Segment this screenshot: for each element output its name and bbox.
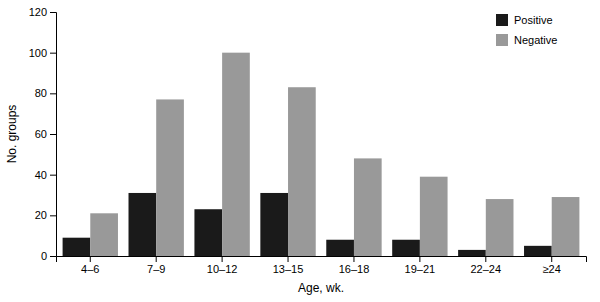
tick-label: ≥24 [543, 263, 561, 275]
bar [90, 213, 118, 256]
tick-mark [50, 175, 56, 176]
tick-label: 100 [29, 47, 47, 59]
tick-label: 10–12 [207, 263, 238, 275]
chart: 4–6 7–9 10–12 13–15 16–18 19–21 22–24 ≥24 0 20 40 6… [0, 0, 600, 302]
bar [420, 177, 448, 256]
tick-mark [50, 53, 56, 54]
legend-swatch [496, 34, 508, 46]
tick-label: 80 [35, 87, 47, 99]
tick-label: 22–24 [471, 263, 502, 275]
tick-label: 13–15 [273, 263, 304, 275]
tick-label: 0 [41, 250, 47, 262]
tick-mark [90, 256, 91, 262]
legend-label: Negative [514, 34, 557, 46]
tick-label: 60 [35, 128, 47, 140]
bar [354, 158, 382, 256]
tick: 19–21 [405, 256, 436, 275]
tick: 120 [29, 6, 56, 18]
legend: Positive Negative [496, 14, 557, 46]
tick: 80 [35, 87, 56, 99]
tick-mark [485, 256, 486, 262]
plot: 4–6 7–9 10–12 13–15 16–18 19–21 22–24 ≥24 0 20 40 6… [5, 6, 587, 295]
y-axis: 0 20 40 60 80 100 120 [29, 6, 57, 262]
bar [288, 87, 316, 256]
bar [392, 240, 420, 256]
tick-label: 120 [29, 6, 47, 18]
x-axis-title: Age, wk. [298, 281, 344, 295]
bar [63, 238, 91, 256]
tick-label: 16–18 [339, 263, 370, 275]
bars [63, 53, 580, 256]
bar [486, 199, 514, 256]
legend-swatch [496, 14, 508, 26]
tick: ≥24 [543, 256, 561, 275]
series [90, 53, 579, 256]
bar [326, 240, 354, 256]
tick-mark [50, 134, 56, 135]
tick-label: 40 [35, 169, 47, 181]
y-axis-title: No. groups [5, 105, 19, 164]
tick: 22–24 [471, 256, 502, 275]
tick-label: 4–6 [81, 263, 99, 275]
tick-label: 20 [35, 209, 47, 221]
tick: 20 [35, 209, 56, 221]
tick-mark [551, 256, 552, 262]
legend-label: Positive [514, 14, 553, 26]
bar [552, 197, 580, 256]
bar [524, 246, 552, 256]
tick-mark [50, 12, 56, 13]
tick-mark [222, 256, 223, 262]
bar [129, 193, 157, 256]
tick-mark [353, 256, 354, 262]
tick: 4–6 [81, 256, 99, 275]
axis-line [50, 13, 57, 257]
tick: 40 [35, 169, 56, 181]
bar [222, 53, 250, 256]
tick-mark [419, 256, 420, 262]
tick-mark [50, 256, 56, 257]
tick: 13–15 [273, 256, 304, 275]
legend-item: Positive [496, 14, 553, 26]
x-axis: 4–6 7–9 10–12 13–15 16–18 19–21 22–24 ≥24 [57, 256, 587, 275]
tick-label: 19–21 [405, 263, 436, 275]
tick-mark [156, 256, 157, 262]
tick: 0 [41, 250, 56, 262]
tick-mark [50, 93, 56, 94]
bar [156, 99, 184, 256]
tick: 7–9 [147, 256, 165, 275]
legend-item: Negative [496, 34, 557, 46]
tick: 60 [35, 128, 56, 140]
tick: 10–12 [207, 256, 238, 275]
tick-mark [288, 256, 289, 262]
tick-label: 7–9 [147, 263, 165, 275]
tick-mark [50, 215, 56, 216]
bar [194, 209, 222, 256]
tick: 100 [29, 47, 56, 59]
bar [458, 250, 486, 256]
axis-line [57, 257, 587, 263]
tick: 16–18 [339, 256, 370, 275]
bar [260, 193, 288, 256]
